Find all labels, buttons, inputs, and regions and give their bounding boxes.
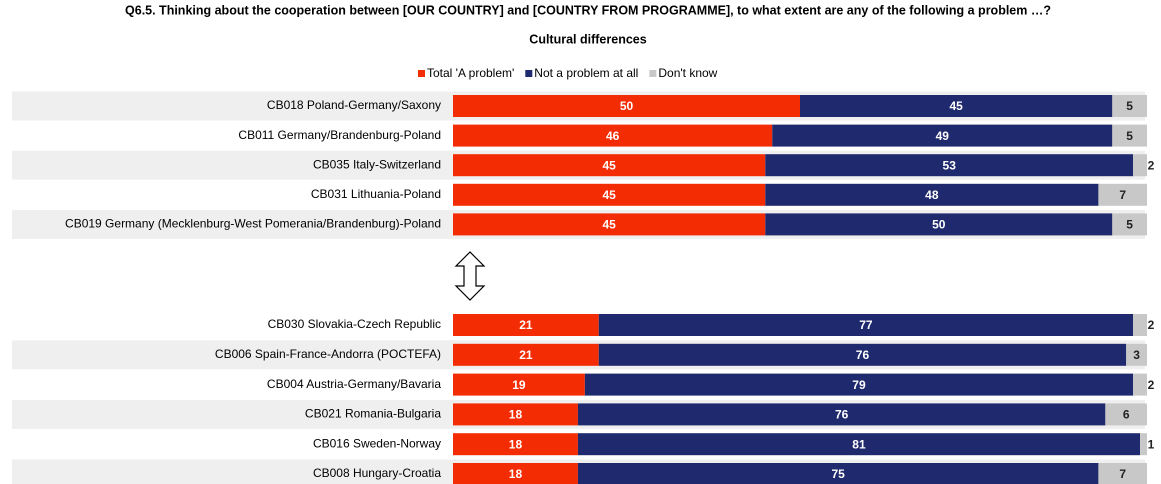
- value-label: 45: [602, 188, 616, 202]
- bar-segment: [453, 213, 766, 236]
- value-label: 46: [606, 129, 620, 143]
- bar-segment: [453, 463, 578, 484]
- bar-segment: [1098, 463, 1147, 484]
- legend-swatch: [649, 70, 657, 77]
- bar-segment: [453, 314, 599, 336]
- value-label: 18: [509, 437, 523, 451]
- value-label: 50: [932, 218, 946, 232]
- legend-swatch: [525, 70, 533, 77]
- category-label: CB004 Austria-Germany/Bavaria: [267, 377, 441, 391]
- bar-segment: [577, 403, 1106, 426]
- bar-segment: [453, 95, 800, 117]
- category-label: CB031 Lithuania-Poland: [311, 187, 441, 201]
- bar-segment: [1112, 95, 1147, 117]
- value-label: 50: [620, 99, 634, 113]
- value-label: 45: [602, 218, 616, 232]
- bar-segment: [1105, 403, 1147, 426]
- category-label: CB018 Poland-Germany/Saxony: [267, 98, 441, 112]
- chart-title: Q6.5. Thinking about the cooperation bet…: [125, 3, 1051, 17]
- category-label: CB021 Romania-Bulgaria: [305, 407, 441, 421]
- category-label: CB030 Slovakia-Czech Republic: [268, 317, 441, 331]
- bar-segment: [584, 373, 1134, 396]
- bar-segment: [1126, 343, 1147, 366]
- bar-segment: [577, 433, 1141, 456]
- value-label: 21: [519, 318, 533, 332]
- bar-segment: [453, 403, 578, 426]
- value-label: 6: [1123, 408, 1130, 422]
- legend-swatch: [418, 70, 425, 77]
- bar-segment: [453, 154, 766, 177]
- value-label: 21: [519, 348, 533, 362]
- category-label: CB006 Spain-France-Andorra (POCTEFA): [215, 347, 441, 361]
- category-label: CB011 Germany/Brandenburg-Poland: [238, 128, 441, 142]
- value-label: 45: [602, 158, 616, 172]
- value-label: 81: [852, 437, 866, 451]
- category-label: CB035 Italy-Switzerland: [313, 157, 441, 171]
- bar-segment: [453, 124, 773, 147]
- value-label: 18: [509, 408, 523, 422]
- value-label: 79: [852, 378, 866, 392]
- chart-subtitle: Cultural differences: [529, 32, 646, 46]
- bar-segment: [765, 213, 1113, 236]
- value-label: 53: [943, 158, 957, 172]
- bar-segment: [598, 343, 1127, 366]
- bar-segment: [453, 433, 578, 456]
- legend-label: Not a problem at all: [534, 66, 638, 80]
- bar-segment: [453, 343, 599, 366]
- value-label: 5: [1126, 99, 1133, 113]
- value-label: 76: [856, 348, 870, 362]
- bar-segment: [1133, 154, 1147, 177]
- value-label: 7: [1119, 188, 1126, 202]
- bar-segment: [1112, 124, 1147, 147]
- value-label: 77: [859, 318, 873, 332]
- value-label: 2: [1148, 318, 1155, 332]
- value-label: 5: [1126, 129, 1133, 143]
- bar-segment: [453, 373, 585, 396]
- double-arrow: [454, 251, 486, 301]
- value-label: 49: [936, 129, 950, 143]
- value-label: 1: [1148, 437, 1155, 451]
- bar-segment: [1112, 213, 1147, 236]
- value-label: 5: [1126, 218, 1133, 232]
- bar-segment: [765, 154, 1134, 177]
- category-label: CB016 Sweden-Norway: [313, 436, 441, 450]
- bar-segment: [1133, 314, 1147, 336]
- bar-segment: [1098, 183, 1147, 206]
- value-label: 2: [1148, 378, 1155, 392]
- bar-segment: [577, 463, 1099, 484]
- value-label: 3: [1133, 348, 1140, 362]
- bar-segment: [765, 183, 1099, 206]
- bar-segment: [1133, 373, 1147, 396]
- legend-label: Don't know: [658, 66, 717, 80]
- legend-label: Total 'A problem': [427, 66, 514, 80]
- bar-segment: [800, 95, 1113, 117]
- value-label: 48: [925, 188, 939, 202]
- bar-segment: [1140, 433, 1147, 456]
- value-label: 7: [1119, 467, 1126, 481]
- value-label: 18: [509, 467, 523, 481]
- value-label: 45: [949, 99, 963, 113]
- bar-segment: [453, 183, 766, 206]
- value-label: 76: [835, 408, 849, 422]
- bar-segment: [598, 314, 1134, 336]
- value-label: 75: [831, 467, 845, 481]
- category-label: CB008 Hungary-Croatia: [313, 466, 441, 480]
- category-label: CB019 Germany (Mecklenburg-West Pomerani…: [65, 217, 441, 231]
- bar-segment: [772, 124, 1113, 147]
- value-label: 2: [1148, 158, 1155, 172]
- value-label: 19: [512, 378, 526, 392]
